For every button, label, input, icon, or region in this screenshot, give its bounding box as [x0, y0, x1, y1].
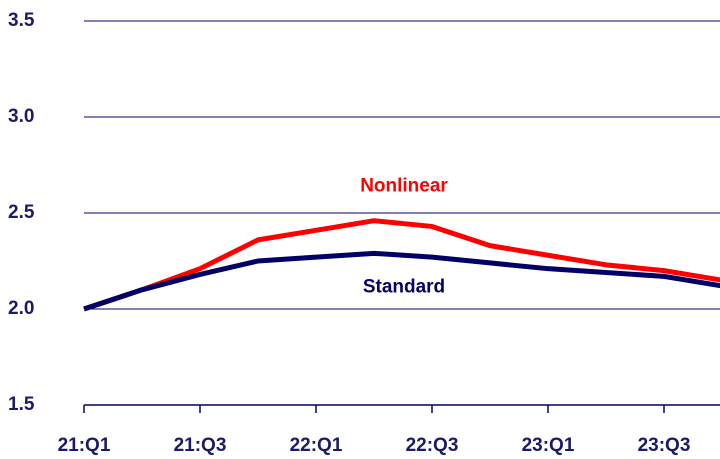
series-label: Standard: [363, 276, 445, 297]
x-tick-label: 21:Q3: [174, 435, 227, 456]
y-tick-label: 3.5: [8, 10, 35, 31]
y-tick-label: 1.5: [8, 394, 35, 415]
x-tick-label: 23:Q1: [522, 435, 575, 456]
y-tick-label: 2.0: [8, 298, 34, 319]
x-tick-label: 21:Q1: [58, 435, 111, 456]
y-tick-label: 3.0: [8, 106, 34, 127]
x-tick-label: 22:Q3: [406, 435, 459, 456]
y-tick-label: 2.5: [8, 202, 35, 223]
series-label: Nonlinear: [360, 176, 448, 197]
x-tick-label: 23:Q3: [638, 435, 691, 456]
series-line: [83, 250, 720, 312]
series-line: [83, 218, 720, 312]
x-tick-label: 22:Q1: [290, 435, 343, 456]
